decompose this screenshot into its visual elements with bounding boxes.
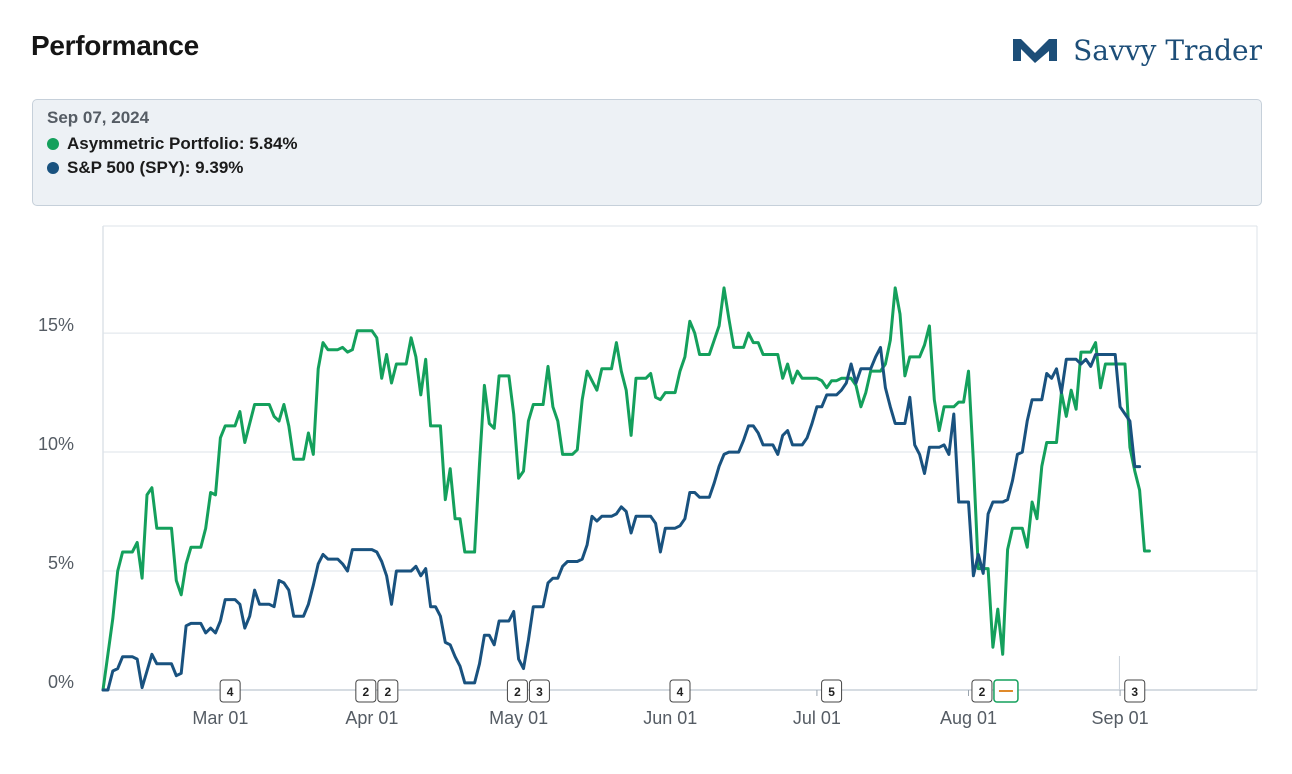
- event-marker: [377, 679, 399, 703]
- tooltip-portfolio-value: Asymmetric Portfolio: 5.84%: [67, 134, 298, 153]
- event-marker-label: 5: [828, 685, 835, 699]
- event-marker: [528, 679, 550, 703]
- event-marker-label: 2: [979, 685, 986, 699]
- portfolio-series-line: [101, 286, 1151, 692]
- event-marker: [219, 679, 241, 703]
- event-marker: [1124, 679, 1146, 703]
- brand-logo: Savvy Trader: [1009, 30, 1262, 70]
- tooltip-spy-row: S&P 500 (SPY): 9.39%: [47, 158, 1247, 178]
- spy-series-line: [101, 345, 1142, 692]
- event-marker: [355, 679, 377, 703]
- event-marker: [669, 679, 691, 703]
- event-marker-label: 4: [227, 685, 234, 699]
- event-marker-label: 2: [362, 685, 369, 699]
- y-tick-label: 10%: [38, 434, 74, 454]
- tooltip-spy-value: S&P 500 (SPY): 9.39%: [67, 158, 244, 177]
- x-tick-label: Sep 01: [1092, 708, 1149, 728]
- y-tick-label: 5%: [48, 553, 74, 573]
- x-tick-label: Jul 01: [793, 708, 841, 728]
- chart-tooltip: Sep 07, 2024 Asymmetric Portfolio: 5.84%…: [32, 99, 1262, 206]
- event-marker-logo-mark: [998, 690, 1013, 692]
- tooltip-date: Sep 07, 2024: [47, 108, 150, 127]
- y-tick-label: 0%: [48, 672, 74, 692]
- x-tick-label: Aug 01: [940, 708, 997, 728]
- event-marker-label: 2: [384, 685, 391, 699]
- x-tick-label: Apr 01: [345, 708, 398, 728]
- portfolio-dot-icon: [47, 138, 59, 150]
- brand-name: Savvy Trader: [1073, 33, 1262, 67]
- event-marker-label: 3: [1131, 685, 1138, 699]
- event-marker-label: 2: [514, 685, 521, 699]
- event-marker-label: 3: [536, 685, 543, 699]
- event-marker: [821, 679, 843, 703]
- y-tick-label: 15%: [38, 315, 74, 335]
- infinity-logo-icon: [1013, 39, 1058, 63]
- x-tick-label: Jun 01: [643, 708, 697, 728]
- x-tick-label: May 01: [489, 708, 548, 728]
- event-marker-label: 4: [677, 685, 684, 699]
- page-title: Performance: [31, 30, 199, 61]
- spy-dot-icon: [47, 162, 59, 174]
- x-tick-label: Mar 01: [192, 708, 248, 728]
- event-marker: [971, 679, 993, 703]
- event-marker: [506, 679, 528, 703]
- tooltip-portfolio-row: Asymmetric Portfolio: 5.84%: [47, 134, 1247, 154]
